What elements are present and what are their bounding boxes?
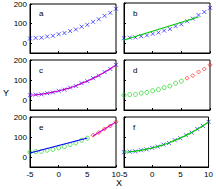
svg-text:5: 5: [178, 170, 183, 179]
svg-text:0: 0: [23, 96, 28, 105]
svg-text:Y: Y: [3, 88, 9, 98]
svg-text:200: 200: [14, 56, 28, 65]
svg-text:e: e: [39, 123, 44, 132]
svg-text:200: 200: [14, 0, 28, 9]
svg-text:5: 5: [85, 170, 90, 179]
svg-text:-5: -5: [26, 170, 34, 179]
svg-text:200: 200: [14, 113, 28, 122]
svg-text:f: f: [133, 123, 136, 132]
svg-text:10: 10: [111, 169, 121, 179]
svg-text:X: X: [116, 178, 122, 188]
svg-text:d: d: [133, 66, 137, 75]
svg-text:100: 100: [14, 133, 28, 142]
svg-text:-5: -5: [120, 170, 128, 179]
svg-text:0: 0: [150, 170, 155, 179]
svg-text:100: 100: [14, 19, 28, 28]
svg-text:0: 0: [23, 153, 28, 162]
svg-text:0: 0: [23, 39, 28, 48]
svg-text:b: b: [133, 9, 138, 18]
svg-text:10: 10: [204, 170, 213, 179]
svg-text:a: a: [39, 9, 44, 18]
svg-text:c: c: [39, 66, 43, 75]
svg-text:100: 100: [14, 76, 28, 85]
svg-text:0: 0: [56, 170, 61, 179]
